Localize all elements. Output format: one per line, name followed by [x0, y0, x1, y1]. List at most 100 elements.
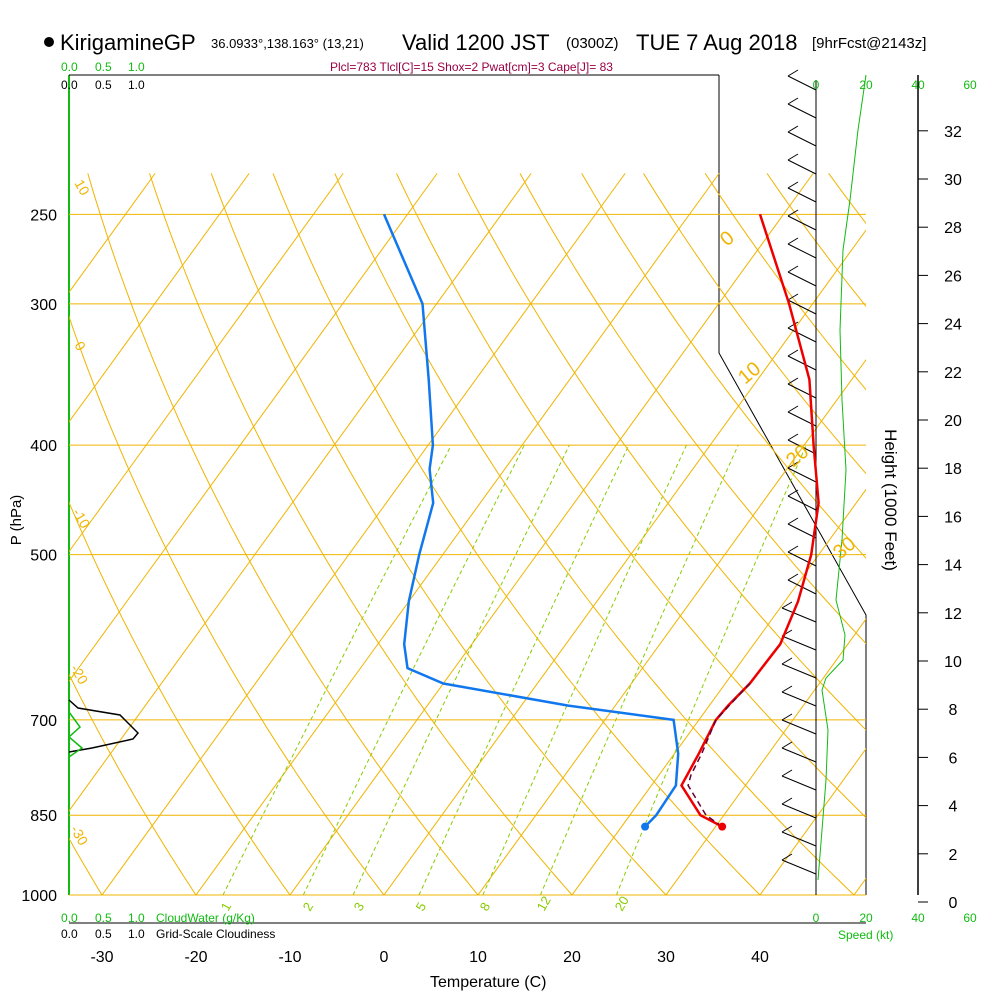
station-name: KirigamineGP: [60, 30, 196, 55]
isotherm-line: [759, 747, 866, 895]
temperature-tick-label: 40: [751, 949, 769, 966]
dry-adiabat-line: [272, 173, 761, 895]
wind-barb: [781, 691, 817, 707]
dry-adiabat-line: [0, 173, 24, 923]
speed-scale-bottom-label: 40: [911, 911, 925, 925]
wind-barb: [787, 327, 817, 343]
dry-adiabat-line: [457, 173, 866, 731]
mixing-ratio-label: 20: [612, 893, 632, 913]
wind-barb: [787, 495, 817, 511]
wind-speed-profile: [817, 74, 867, 881]
wind-barb-flag: [781, 825, 793, 833]
dry-adiabat-line: [69, 837, 103, 895]
cloudiness-scale-bottom-label: 1.0: [128, 927, 145, 941]
isotherm-line: [69, 173, 250, 423]
cloudwater-profile: [67, 711, 84, 758]
wind-barb-flag: [781, 601, 793, 609]
y-axis-title: P (hPa): [8, 495, 25, 546]
height-tick-label: 6: [949, 750, 958, 767]
height-tick-label: 18: [944, 461, 962, 478]
cloud-panel: [67, 699, 140, 758]
isotherm-line: [101, 173, 626, 895]
parcel-line: [687, 682, 751, 828]
wind-barb-flag: [787, 349, 799, 357]
wind-barb-flag: [787, 573, 799, 581]
temperature-line: [680, 213, 820, 828]
wind-barb-flag: [787, 125, 799, 133]
wind-barb-flag: [781, 713, 793, 721]
wind-barb-flag: [787, 181, 799, 189]
wind-barb-flag: [787, 97, 799, 105]
height-tick-label: 16: [944, 509, 962, 526]
height-tick-label: 28: [944, 220, 962, 237]
wind-barb-flag: [781, 797, 793, 805]
wind-barb: [787, 103, 817, 119]
wind-barb-flag: [781, 741, 793, 749]
height-tick-label: 4: [949, 799, 958, 816]
height-tick-label: 12: [944, 606, 962, 623]
wind-barb-flag: [787, 209, 799, 217]
isotherm-line: [69, 173, 438, 683]
wind-barb-flag: [787, 69, 799, 77]
wind-barb-flag: [781, 685, 793, 693]
isotherms: [69, 173, 866, 895]
isotherm-line: [195, 173, 720, 895]
temperature-tick-label: 20: [563, 949, 581, 966]
isotherm-line: [289, 173, 814, 895]
temperature-tick-label: 30: [657, 949, 675, 966]
pressure-tick-label: 300: [30, 297, 57, 314]
station-bullet-icon: [44, 37, 54, 47]
wind-barb-flag: [787, 433, 799, 441]
plot-area: [69, 75, 866, 895]
mixing-ratio-label: 12: [534, 893, 554, 913]
wind-barb: [781, 719, 817, 735]
temperature-tick-label: -30: [90, 949, 113, 966]
cloudiness-scale-bottom-label: 0.0: [61, 927, 78, 941]
wind-barb-flag: [787, 237, 799, 245]
height-tick-label: 32: [944, 124, 962, 141]
wind-barb-flag: [787, 265, 799, 273]
wind-barb: [781, 607, 817, 623]
mixing-ratio-label: 5: [413, 900, 430, 914]
isotherm-line: [571, 488, 866, 895]
isobars: [69, 213, 866, 896]
pressure-tick-label: 400: [30, 438, 57, 455]
wind-barb-flag: [787, 517, 799, 525]
surface-dewpoint-point: [641, 822, 650, 831]
height-tick-label: 14: [944, 558, 962, 575]
adiabats: [0, 173, 866, 923]
isotherm-label: 10: [71, 177, 93, 199]
speed-scale-bottom-label: 60: [963, 911, 977, 925]
wind-barb: [787, 551, 817, 567]
dry-adiabat-line: [334, 173, 855, 895]
dry-adiabat-line: [643, 173, 866, 475]
cloudwater-scale-top-label: 0.0: [61, 60, 78, 74]
wind-barb-flag: [787, 405, 799, 413]
wind-barb: [787, 355, 817, 371]
station-coords: 36.0933°,138.163° (13,21): [211, 36, 364, 51]
wind-barb: [787, 439, 817, 455]
wind-barb-flag: [781, 853, 793, 861]
pressure-tick-label: 700: [30, 713, 57, 730]
isotherm-line: [477, 358, 866, 895]
surface-temperature-point: [718, 822, 727, 831]
dry-adiabat-line: [519, 173, 866, 645]
mixing-ratio-label: 8: [477, 900, 494, 914]
cloudwater-scale-bottom-label: 1.0: [128, 911, 145, 925]
cloudwater-scale-bottom-label: 0.0: [61, 911, 78, 925]
stability-indices: Plcl=783 Tlcl[C]=15 Shox=2 Pwat[cm]=3 Ca…: [330, 60, 613, 74]
speed-scale-top-label: 0: [813, 78, 820, 92]
wind-barb: [787, 215, 817, 231]
wind-panel: [781, 69, 867, 895]
cloudwater-label: CloudWater (g/Kg): [156, 911, 255, 925]
wind-barb-flag: [787, 321, 799, 329]
cloudwater-scale-top-label: 1.0: [128, 60, 145, 74]
wind-barb-flag: [781, 657, 793, 665]
dry-adiabat-line: [396, 173, 866, 819]
wind-barb: [787, 523, 817, 539]
temperature-tick-label: -20: [184, 949, 207, 966]
height-tick-label: 20: [944, 413, 962, 430]
wind-barb: [781, 831, 817, 847]
cloudiness-scale-top-label: 0.5: [95, 78, 112, 92]
